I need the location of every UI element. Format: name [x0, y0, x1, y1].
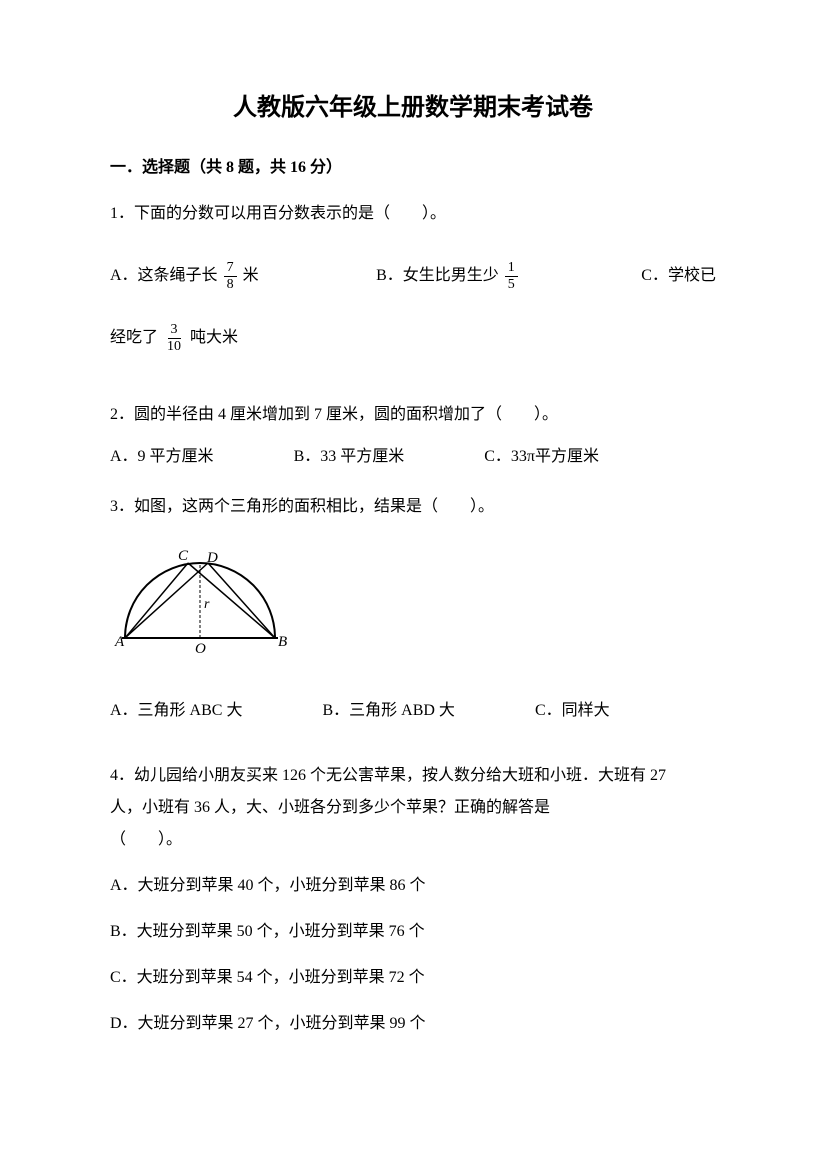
- q2-optC: C．33π平方厘米: [484, 441, 599, 473]
- section-header: 一．选择题（共 8 题，共 16 分）: [110, 156, 716, 180]
- q1-optA-fraction: 7 8: [224, 260, 237, 292]
- fraction-den: 5: [505, 277, 518, 292]
- q3-options: A．三角形 ABC 大 B．三角形 ABD 大 C．同样大: [110, 695, 716, 727]
- q4-optA: A．大班分到苹果 40 个，小班分到苹果 86 个: [110, 870, 716, 902]
- q3-text: 3．如图，这两个三角形的面积相比，结果是（ ）。: [110, 491, 716, 523]
- question-4: 4．幼儿园给小朋友买来 126 个无公害苹果，按人数分给大班和小班．大班有 27…: [110, 760, 716, 1040]
- label-O: O: [195, 641, 206, 657]
- q4-text-line2: 人，小班有 36 人，大、小班各分到多少个苹果？正确的解答是: [110, 792, 716, 824]
- fraction-den: 10: [164, 339, 184, 354]
- q1-optA-pre: A．这条绳子长: [110, 260, 218, 292]
- semicircle-triangles-diagram: A B C D O r: [110, 543, 290, 658]
- q4-optD: D．大班分到苹果 27 个，小班分到苹果 99 个: [110, 1008, 716, 1040]
- fraction-den: 8: [224, 277, 237, 292]
- fraction-num: 7: [224, 260, 237, 276]
- question-1: 1．下面的分数可以用百分数表示的是（ ）。 A．这条绳子长 7 8 米 B．女生…: [110, 198, 716, 354]
- q2-options: A．9 平方厘米 B．33 平方厘米 C．33π平方厘米: [110, 441, 716, 473]
- q1-row2-post: 吨大米: [190, 322, 238, 354]
- q4-optB: B．大班分到苹果 50 个，小班分到苹果 76 个: [110, 916, 716, 948]
- q2-optA: A．9 平方厘米: [110, 441, 214, 473]
- q1-options-row2: 经吃了 3 10 吨大米: [110, 322, 716, 354]
- q1-optC: C．学校已: [641, 260, 716, 292]
- q2-optB: B．33 平方厘米: [294, 441, 405, 473]
- question-2: 2．圆的半径由 4 厘米增加到 7 厘米，圆的面积增加了（ ）。 A．9 平方厘…: [110, 399, 716, 473]
- fraction-num: 1: [505, 260, 518, 276]
- label-B: B: [278, 634, 287, 650]
- q1-text: 1．下面的分数可以用百分数表示的是（ ）。: [110, 198, 716, 230]
- q2-text: 2．圆的半径由 4 厘米增加到 7 厘米，圆的面积增加了（ ）。: [110, 399, 716, 431]
- q1-row2-pre: 经吃了: [110, 322, 158, 354]
- q3-diagram: A B C D O r: [110, 543, 716, 670]
- q1-optB-pre: B．女生比男生少: [376, 260, 499, 292]
- q1-row2-fraction: 3 10: [164, 322, 184, 354]
- label-A: A: [114, 634, 125, 650]
- q1-optA-post: 米: [243, 260, 259, 292]
- fraction-num: 3: [168, 322, 181, 338]
- exam-title: 人教版六年级上册数学期末考试卷: [110, 90, 716, 126]
- label-D: D: [206, 550, 218, 566]
- q1-options-row1: A．这条绳子长 7 8 米 B．女生比男生少 1 5 C．学校已: [110, 260, 716, 292]
- q3-optC: C．同样大: [535, 695, 610, 727]
- q1-optB-fraction: 1 5: [505, 260, 518, 292]
- label-r: r: [204, 597, 210, 612]
- label-C: C: [178, 548, 189, 564]
- q4-optC: C．大班分到苹果 54 个，小班分到苹果 72 个: [110, 962, 716, 994]
- question-3: 3．如图，这两个三角形的面积相比，结果是（ ）。 A B C D O r A．三…: [110, 491, 716, 727]
- q4-text-line1: 4．幼儿园给小朋友买来 126 个无公害苹果，按人数分给大班和小班．大班有 27: [110, 760, 716, 792]
- q4-options: A．大班分到苹果 40 个，小班分到苹果 86 个 B．大班分到苹果 50 个，…: [110, 870, 716, 1040]
- q3-optA: A．三角形 ABC 大: [110, 695, 242, 727]
- q3-optB: B．三角形 ABD 大: [322, 695, 454, 727]
- q4-text-line3: （ ）。: [110, 824, 716, 856]
